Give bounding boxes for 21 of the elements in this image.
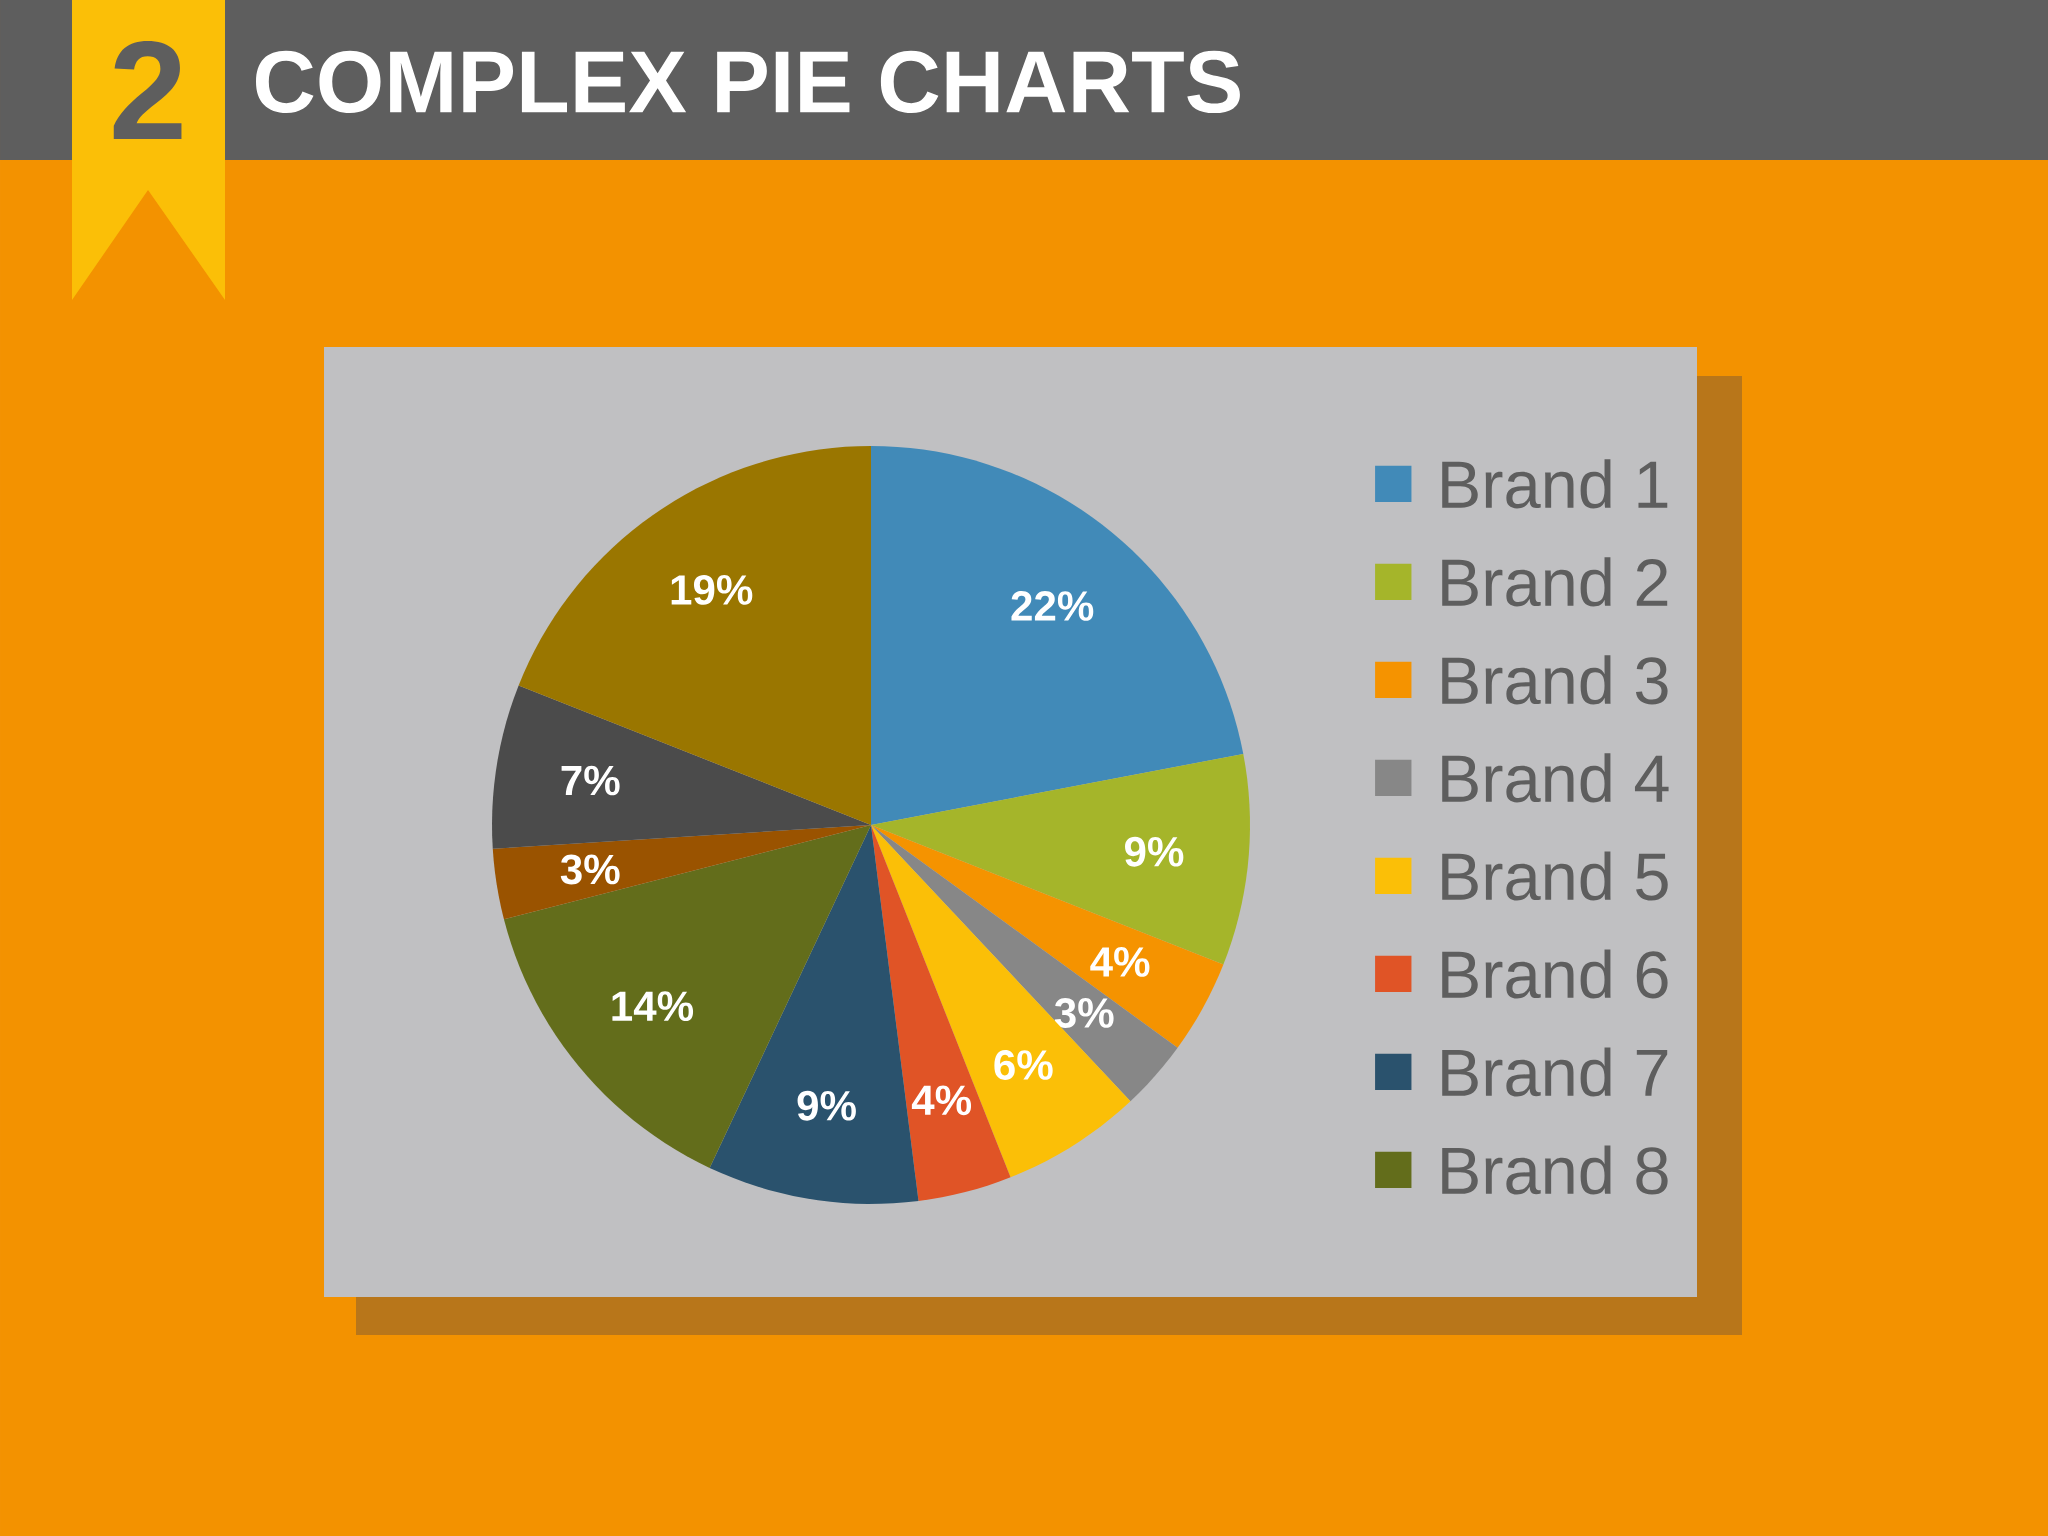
data-label: 6% [994, 1050, 1053, 1080]
legend-label: Brand 3 [1442, 655, 1668, 705]
data-label: 9% [1125, 836, 1184, 867]
data-label: 14% [612, 991, 694, 1022]
data-label: 3% [560, 854, 620, 885]
text: 2 [113, 40, 182, 140]
legend-label: Brand 5 [1442, 851, 1668, 901]
chart-title: COMPLEX PIE CHARTS [256, 50, 1240, 114]
data-label: 19% [671, 574, 753, 605]
legend-label: Brand 7 [1442, 1047, 1668, 1097]
data-label: 7% [561, 765, 620, 796]
data-label: 22% [1011, 591, 1094, 621]
legend-label: Brand 8 [1442, 1145, 1668, 1195]
legend-label: Brand 6 [1442, 949, 1668, 999]
legend-label: Brand 1 [1442, 459, 1668, 509]
data-label: 4% [1090, 947, 1150, 977]
data-label: 4% [911, 1085, 972, 1116]
data-label: 9% [797, 1090, 856, 1121]
data-label: 3% [1054, 998, 1114, 1028]
legend-label: Brand 4 [1442, 753, 1669, 803]
legend-label: Brand 2 [1442, 557, 1668, 607]
